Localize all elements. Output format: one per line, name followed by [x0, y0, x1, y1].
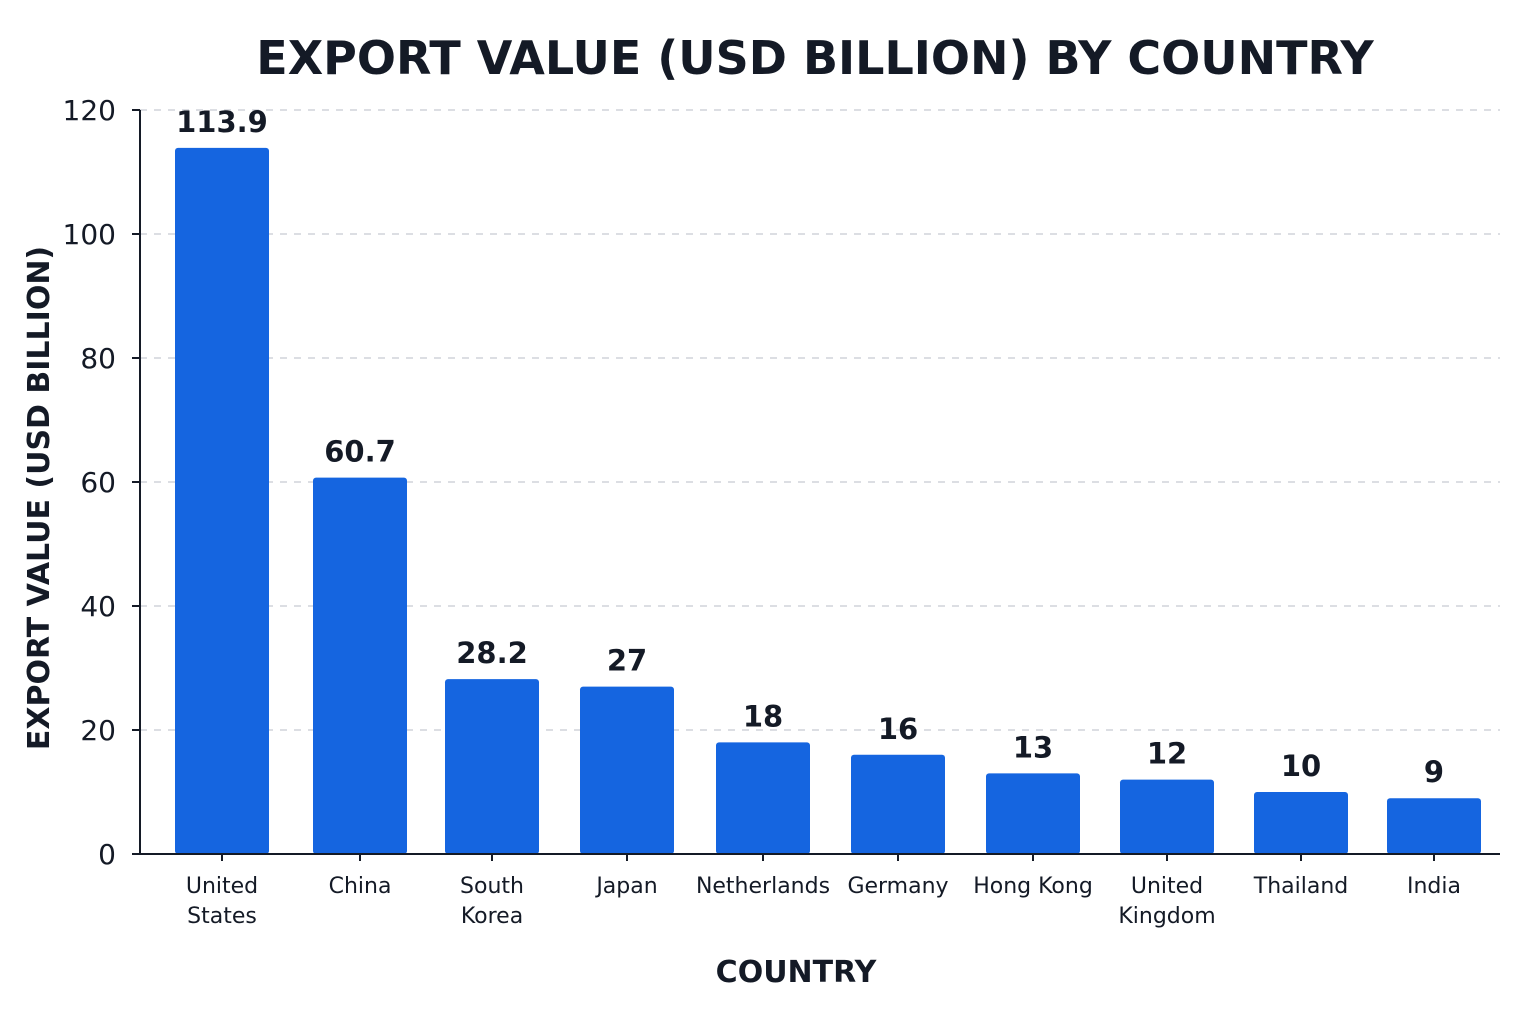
- bar: [445, 679, 539, 854]
- bar: [175, 147, 269, 854]
- x-axis-label: COUNTRY: [716, 955, 878, 990]
- y-tick-label: 40: [80, 590, 116, 623]
- x-tick-label: India: [1407, 874, 1461, 899]
- value-labels: 113.9 60.7 28.2 27 18 16 13 12 10 9: [176, 105, 1444, 789]
- bar: [986, 773, 1080, 854]
- x-tick-label: China: [329, 874, 392, 899]
- x-axis: United States China South Korea Japan Netherla…: [140, 853, 1500, 929]
- value-label: 27: [607, 644, 647, 678]
- value-label: 60.7: [324, 435, 396, 469]
- y-tick-label: 0: [98, 838, 116, 871]
- value-label: 28.2: [456, 636, 528, 670]
- bar: [851, 754, 945, 854]
- value-label: 10: [1281, 749, 1321, 783]
- x-tick-label: Japan: [594, 874, 657, 899]
- x-tick-label: Thailand: [1253, 874, 1348, 899]
- value-label: 113.9: [176, 105, 268, 139]
- value-label: 9: [1424, 755, 1444, 789]
- y-tick-label: 100: [63, 218, 116, 251]
- bar: [1387, 798, 1481, 854]
- x-tick-label: United States: [186, 874, 258, 929]
- bars: [175, 147, 1481, 854]
- bar: [313, 477, 407, 854]
- y-tick-label: 20: [80, 714, 116, 747]
- value-label: 12: [1147, 737, 1187, 771]
- chart-title: EXPORT VALUE (USD BILLION) BY COUNTRY: [256, 31, 1374, 85]
- y-axis-label: EXPORT VALUE (USD BILLION): [22, 246, 57, 750]
- bar: [716, 742, 810, 854]
- x-tick-label: South Korea: [460, 874, 524, 929]
- x-tick-label: Hong Kong: [973, 874, 1093, 899]
- x-tick-label: Germany: [847, 874, 948, 899]
- y-tick-label: 80: [80, 342, 116, 375]
- bar: [1254, 792, 1348, 854]
- x-tick-label: United Kingdom: [1118, 874, 1215, 929]
- y-tick-label: 120: [63, 94, 116, 127]
- value-label: 13: [1013, 730, 1053, 764]
- bar: [580, 686, 674, 854]
- x-tick-label: Netherlands: [696, 874, 830, 899]
- bar: [1120, 779, 1214, 854]
- value-label: 16: [878, 712, 918, 746]
- y-axis: 0 20 40 60 80 100 120: [63, 94, 141, 871]
- value-label: 18: [743, 699, 783, 733]
- y-tick-label: 60: [80, 466, 116, 499]
